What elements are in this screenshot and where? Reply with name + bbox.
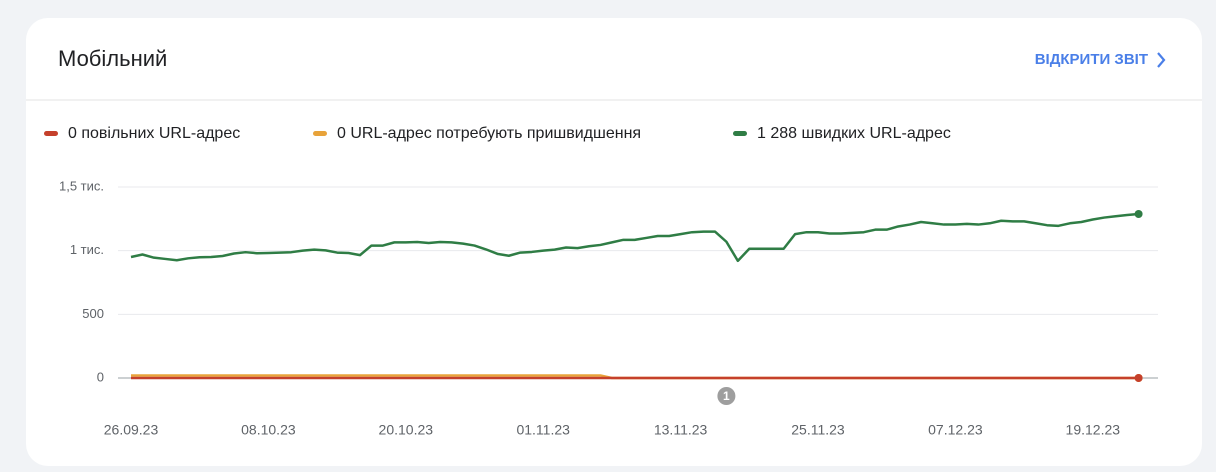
x-tick-label: 08.10.23 <box>241 422 296 438</box>
y-tick-label: 500 <box>82 306 104 321</box>
legend-swatch <box>44 131 58 136</box>
card-title: Мобільний <box>58 46 167 71</box>
x-tick-label: 19.12.23 <box>1066 422 1121 438</box>
legend-swatch <box>313 131 327 136</box>
legend-swatch <box>733 131 747 136</box>
annotation-badge <box>717 387 736 405</box>
end-point <box>1134 374 1143 382</box>
chevron-icon[interactable] <box>1157 52 1166 68</box>
y-tick-label: 1,5 тис. <box>59 178 104 193</box>
y-tick-label: 1 тис. <box>70 242 104 257</box>
legend-label: 1 288 швидких URL-адрес <box>757 125 951 142</box>
x-tick-label: 13.11.23 <box>654 422 708 438</box>
open-report-link[interactable]: ВІДКРИТИ ЗВІТ <box>1035 51 1148 68</box>
x-tick-label: 20.10.23 <box>379 422 434 438</box>
legend-label: 0 повільних URL-адрес <box>68 125 240 142</box>
series-line <box>130 212 1139 263</box>
x-tick-label: 25.11.23 <box>791 422 845 438</box>
annotation-label: 1 <box>723 389 730 403</box>
x-tick-label: 26.09.23 <box>104 422 159 438</box>
x-tick-label: 07.12.23 <box>928 422 983 438</box>
legend-label: 0 URL-адрес потребують пришвидшення <box>337 125 641 142</box>
end-point <box>1134 209 1143 218</box>
y-tick-label: 0 <box>97 369 104 384</box>
x-tick-label: 01.11.23 <box>516 422 570 438</box>
